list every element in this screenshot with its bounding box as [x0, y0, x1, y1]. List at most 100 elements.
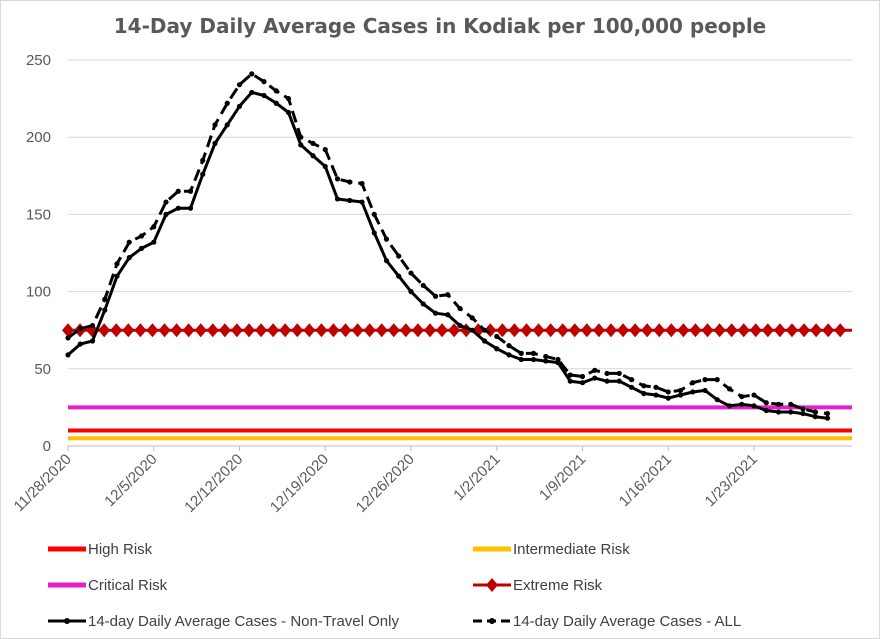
- extreme-risk-marker: [520, 323, 533, 338]
- x-tick-label: 1/9/2021: [536, 451, 589, 504]
- extreme-risk-marker: [351, 323, 364, 338]
- non-travel-point: [224, 122, 230, 128]
- non-travel-point: [432, 310, 439, 316]
- legend-label-critical-risk: Critical Risk: [88, 577, 168, 594]
- legend-label-intermediate-risk: Intermediate Risk: [513, 541, 630, 558]
- extreme-risk-marker: [411, 323, 424, 338]
- all-cases-point: [518, 350, 524, 356]
- non-travel-point: [494, 346, 500, 352]
- non-travel-point: [714, 397, 720, 403]
- all-cases-point: [347, 179, 353, 185]
- extreme-risk-marker: [713, 323, 726, 338]
- non-travel-point: [481, 338, 488, 344]
- extreme-risk-marker: [339, 323, 352, 338]
- chart-title: 14-Day Daily Average Cases in Kodiak per…: [114, 14, 767, 38]
- x-axis-ticks: 11/28/2020 12/5/2020 12/12/2020 12/19/2020 1…: [11, 446, 761, 516]
- grid-lines: [68, 59, 852, 370]
- extreme-risk-marker: [798, 323, 811, 338]
- non-travel-point: [788, 409, 794, 415]
- extreme-risk-marker: [170, 323, 183, 338]
- x-tick-label: 12/5/2020: [101, 451, 160, 510]
- non-travel-point: [396, 273, 402, 279]
- x-tick-label: 1/23/2021: [702, 451, 761, 510]
- extreme-risk-marker: [279, 323, 292, 338]
- all-cases-point: [273, 88, 279, 94]
- extreme-risk-marker: [677, 323, 690, 338]
- non-travel-point: [383, 258, 390, 264]
- all-cases-point: [494, 333, 500, 339]
- extreme-risk-marker: [785, 323, 798, 338]
- extreme-risk-marker: [423, 323, 436, 338]
- extreme-risk-marker: [436, 323, 449, 338]
- non-travel-point: [739, 401, 745, 407]
- all-cases-point: [359, 180, 365, 187]
- non-travel-point: [824, 415, 831, 421]
- all-cases-point: [138, 233, 145, 239]
- extreme-risk-marker: [399, 323, 412, 338]
- all-cases-point: [298, 134, 304, 140]
- all-cases-point: [249, 71, 255, 77]
- non-travel-point: [800, 410, 806, 417]
- non-travel-point: [102, 307, 108, 313]
- legend-marker-14-day-daily-average-cases-non-travel-only: [64, 618, 70, 624]
- all-cases-point: [432, 293, 439, 299]
- extreme-risk-marker: [375, 323, 388, 338]
- all-cases-point: [175, 188, 181, 194]
- extreme-risk-marker: [291, 323, 304, 338]
- extreme-risk-marker: [701, 323, 714, 338]
- non-travel-point: [77, 341, 83, 347]
- all-cases-point: [334, 176, 341, 182]
- non-travel-point: [604, 378, 610, 384]
- all-cases-point: [224, 100, 230, 106]
- non-travel-point: [163, 211, 169, 217]
- all-cases-point: [628, 377, 635, 383]
- non-travel-point: [628, 384, 635, 390]
- extreme-risk-marker: [617, 323, 630, 338]
- legend-label-high-risk: High Risk: [88, 541, 153, 558]
- extreme-risk-marker: [689, 323, 702, 338]
- extreme-risk-marker: [761, 323, 774, 338]
- extreme-risk-marker: [146, 323, 159, 338]
- non-travel-point: [726, 403, 733, 409]
- all-cases-point: [775, 401, 782, 407]
- all-cases-point: [555, 356, 561, 363]
- all-cases-point: [702, 377, 708, 383]
- x-tick-label: 12/19/2020: [267, 451, 332, 516]
- y-tick-label: 200: [26, 129, 51, 146]
- non-travel-point: [236, 103, 243, 109]
- all-cases-point: [690, 380, 696, 386]
- all-cases-point: [420, 282, 426, 289]
- extreme-risk-marker: [194, 323, 207, 338]
- non-travel-point: [138, 245, 145, 251]
- all-cases-point: [77, 326, 83, 332]
- non-travel-point: [751, 403, 757, 409]
- all-cases-point: [102, 296, 108, 302]
- all-cases-point: [200, 157, 206, 163]
- all-cases-point: [543, 353, 549, 360]
- all-cases-point: [261, 79, 267, 85]
- extreme-risk-marker: [641, 323, 654, 338]
- all-cases-point: [65, 335, 71, 341]
- all-cases-point: [236, 82, 243, 88]
- non-travel-point: [212, 140, 218, 146]
- non-travel-point: [347, 197, 353, 204]
- non-travel-point: [506, 352, 512, 358]
- extreme-risk-marker: [834, 323, 847, 338]
- series-non-travel-line: [67, 90, 828, 420]
- non-travel-point: [175, 205, 181, 211]
- x-tick-label: 1/2/2021: [450, 451, 503, 504]
- non-travel-point: [457, 322, 463, 329]
- non-travel-point: [530, 356, 537, 363]
- legend-label-14-day-daily-average-cases-all: 14-day Daily Average Cases - ALL: [513, 613, 741, 630]
- non-travel-point: [273, 100, 279, 106]
- all-cases-point: [285, 96, 292, 102]
- extreme-risk-marker: [496, 323, 509, 338]
- extreme-risk-marker: [822, 323, 835, 338]
- all-cases-point: [800, 406, 806, 412]
- all-cases-point: [751, 392, 757, 398]
- all-cases-point: [763, 400, 769, 406]
- extreme-risk-marker: [448, 323, 461, 338]
- all-cases-point: [812, 409, 818, 415]
- extreme-risk-marker: [327, 323, 340, 338]
